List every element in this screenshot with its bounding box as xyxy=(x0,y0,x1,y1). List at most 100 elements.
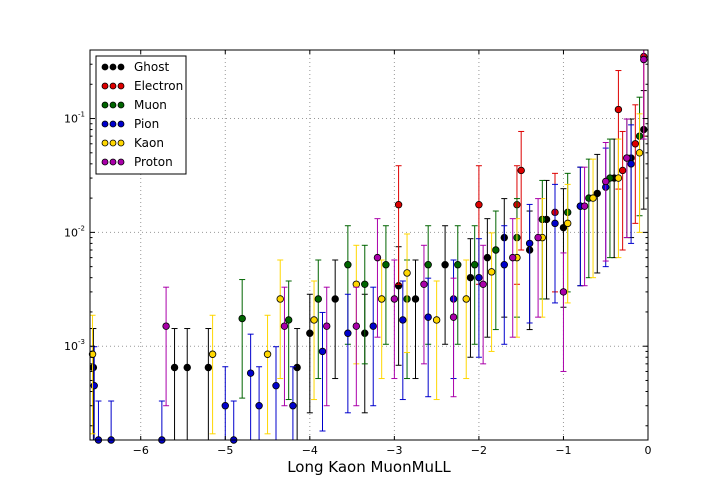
data-point xyxy=(627,160,635,168)
data-point xyxy=(246,369,255,377)
y-tick-exponent: -1 xyxy=(78,111,85,119)
data-point xyxy=(183,363,191,372)
data-point xyxy=(483,253,492,262)
data-point xyxy=(344,329,352,337)
x-tick-label: −4 xyxy=(302,444,318,457)
legend: Ghost Electron Muon Pion Kaon Proton xyxy=(95,55,187,175)
data-point xyxy=(403,269,411,277)
legend-label: Ghost xyxy=(134,60,169,74)
plot-frame xyxy=(89,49,649,441)
legend-label: Electron xyxy=(134,79,183,93)
data-point xyxy=(631,140,640,148)
data-point xyxy=(492,246,500,254)
data-point xyxy=(323,322,331,330)
data-point xyxy=(635,149,644,157)
y-tick-exponent: -2 xyxy=(78,224,85,232)
y-tick-label: 10 xyxy=(64,226,78,239)
series-proton xyxy=(162,49,648,407)
axes: −6 −5 −4 −3 −2 −1 010-310-210-1 xyxy=(64,50,652,457)
legend-marker xyxy=(101,101,109,109)
data-point xyxy=(310,316,318,324)
data-point xyxy=(602,177,610,186)
legend-label: Muon xyxy=(134,98,167,112)
x-tick-label: −2 xyxy=(471,444,487,457)
data-point xyxy=(623,154,631,162)
data-point xyxy=(525,239,534,248)
data-point xyxy=(399,316,407,324)
legend-marker xyxy=(117,63,125,71)
data-point xyxy=(618,166,627,175)
data-point xyxy=(382,261,390,269)
x-axis-label: Long Kaon MuonMuLL xyxy=(287,458,451,476)
plot-data xyxy=(88,49,648,444)
legend-marker xyxy=(109,82,117,90)
data-point xyxy=(331,295,339,303)
x-tick-label: −6 xyxy=(133,444,149,457)
legend-marker xyxy=(117,139,125,147)
x-tick-label: −1 xyxy=(555,444,571,457)
data-point xyxy=(563,219,572,228)
x-tick-label: −3 xyxy=(386,444,402,457)
y-tick-exponent: -3 xyxy=(78,338,85,346)
data-point xyxy=(221,402,229,410)
data-point xyxy=(361,280,369,288)
legend-marker xyxy=(101,120,109,128)
legend-marker xyxy=(109,101,117,109)
data-point xyxy=(454,261,462,269)
legend-marker xyxy=(117,158,125,166)
data-point xyxy=(475,273,483,282)
data-point xyxy=(551,219,559,228)
data-point xyxy=(352,280,361,288)
data-point xyxy=(306,329,314,337)
data-point xyxy=(204,363,213,372)
series-kaon xyxy=(88,113,644,435)
legend-marker xyxy=(101,63,109,71)
data-point xyxy=(263,350,272,358)
legend-marker xyxy=(117,120,125,128)
data-point xyxy=(394,201,403,209)
data-point xyxy=(280,322,289,330)
legend-marker xyxy=(101,82,109,90)
legend-label: Pion xyxy=(134,117,159,131)
data-point xyxy=(475,201,483,209)
data-point xyxy=(466,273,475,282)
data-point xyxy=(449,313,458,321)
data-point xyxy=(377,295,386,303)
data-point xyxy=(517,166,525,175)
data-point xyxy=(462,295,470,303)
data-point xyxy=(293,363,301,372)
x-tick-label: 0 xyxy=(645,444,652,457)
data-point xyxy=(559,288,568,296)
data-point xyxy=(487,268,496,276)
data-point xyxy=(369,322,377,330)
data-point xyxy=(284,316,293,324)
data-point xyxy=(432,316,441,324)
data-point xyxy=(500,261,508,269)
data-point xyxy=(344,261,352,269)
data-point xyxy=(424,313,432,321)
data-point xyxy=(411,295,420,303)
data-point xyxy=(88,350,97,358)
legend-marker xyxy=(109,63,117,71)
data-point xyxy=(272,381,280,390)
legend-marker xyxy=(109,120,117,128)
data-point xyxy=(479,280,487,288)
series-pion xyxy=(90,124,635,444)
legend-marker xyxy=(109,158,117,166)
legend-marker xyxy=(109,139,117,147)
data-point xyxy=(614,105,623,114)
data-point xyxy=(352,322,361,330)
data-point xyxy=(90,381,98,390)
data-point xyxy=(580,202,589,210)
data-point xyxy=(373,253,382,262)
data-point xyxy=(255,402,263,410)
legend-marker xyxy=(117,101,125,109)
data-point xyxy=(589,194,597,202)
legend-marker xyxy=(117,82,125,90)
data-point xyxy=(614,174,623,182)
data-point xyxy=(640,55,648,64)
data-point xyxy=(318,347,327,356)
data-point xyxy=(208,350,217,358)
legend-label: Kaon xyxy=(134,136,164,150)
